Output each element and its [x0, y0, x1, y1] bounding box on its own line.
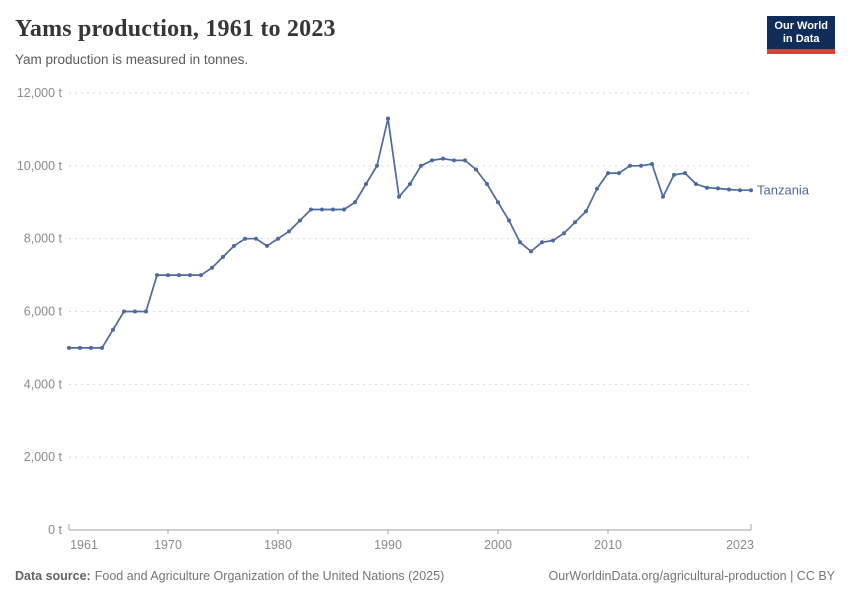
- owid-logo-line2: in Data: [782, 33, 820, 45]
- svg-text:1961: 1961: [70, 538, 98, 552]
- chart-subtitle: Yam production is measured in tonnes.: [15, 52, 249, 67]
- series-label-tanzania[interactable]: Tanzania: [757, 183, 810, 198]
- svg-text:1970: 1970: [154, 538, 182, 552]
- owid-logo-line1: Our World: [774, 20, 828, 32]
- svg-text:1990: 1990: [374, 538, 402, 552]
- page-title: Yams production, 1961 to 2023: [15, 16, 336, 42]
- data-source-label: Data source:: [15, 569, 91, 583]
- svg-text:0 t: 0 t: [48, 523, 62, 537]
- svg-text:6,000 t: 6,000 t: [24, 305, 63, 319]
- svg-text:2,000 t: 2,000 t: [24, 450, 63, 464]
- x-axis-labels: 1961 1970 1980 1990 2000 2010 2023: [70, 538, 754, 552]
- series-points-tanzania[interactable]: [67, 116, 753, 350]
- x-axis: [68, 524, 752, 534]
- svg-text:4,000 t: 4,000 t: [24, 377, 63, 391]
- svg-text:2023: 2023: [726, 538, 754, 552]
- svg-text:2000: 2000: [484, 538, 512, 552]
- owid-link[interactable]: OurWorldinData.org/agricultural-producti…: [548, 569, 835, 583]
- data-source-text: Food and Agriculture Organization of the…: [94, 569, 445, 583]
- chart-footer: Data source: Food and Agriculture Organiz…: [15, 569, 835, 583]
- data-source: Data source: Food and Agriculture Organiz…: [15, 569, 444, 583]
- svg-text:10,000 t: 10,000 t: [17, 159, 63, 173]
- y-axis-labels: 0 t 2,000 t 4,000 t 6,000 t 8,000 t 10,000 t 1…: [17, 86, 63, 537]
- line-chart[interactable]: 0 t 2,000 t 4,000 t 6,000 t 8,000 t 10,000 t 1…: [0, 0, 850, 560]
- series-line-tanzania[interactable]: [69, 117, 751, 349]
- owid-logo[interactable]: Our World in Data: [767, 16, 835, 54]
- svg-text:12,000 t: 12,000 t: [17, 86, 63, 100]
- svg-text:8,000 t: 8,000 t: [24, 232, 63, 246]
- svg-text:2010: 2010: [594, 538, 622, 552]
- svg-text:1980: 1980: [264, 538, 292, 552]
